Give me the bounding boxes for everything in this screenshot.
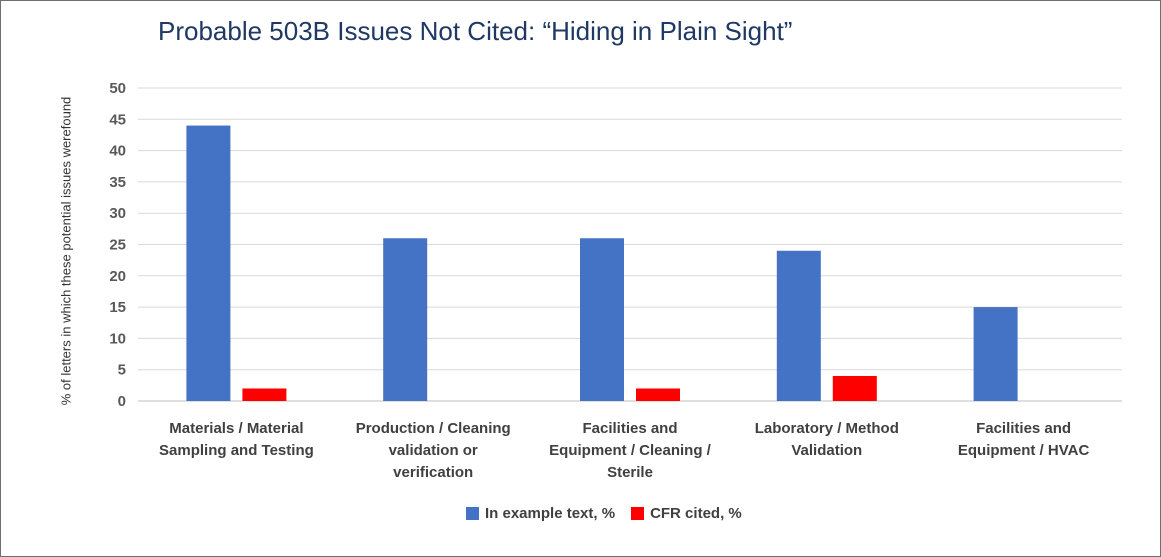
legend-item: In example text, % [466, 505, 615, 522]
legend-swatch [466, 507, 479, 520]
y-tick-label: 15 [109, 299, 126, 316]
y-tick-label: 35 [109, 174, 126, 191]
legend-label: In example text, % [485, 505, 616, 522]
y-tick-label: 0 [118, 393, 126, 410]
chart-title: Probable 503B Issues Not Cited: “Hiding … [158, 16, 793, 46]
legend-items: In example text, % CFR cited, % [466, 505, 758, 522]
y-tick-label: 30 [109, 205, 126, 222]
y-tick-label: 50 [109, 80, 126, 97]
x-category-label: Sampling and Testing [159, 442, 314, 459]
bar-in-example-text [776, 250, 821, 401]
x-category-label: validation or [389, 442, 478, 459]
legend-item: CFR cited, % [631, 505, 742, 522]
y-tick-label: 40 [109, 143, 126, 160]
x-category-label: Equipment / HVAC [958, 442, 1090, 459]
y-tick-label: 25 [109, 237, 126, 254]
x-category-label: Sterile [607, 464, 653, 481]
x-category-label: verification [393, 464, 473, 481]
legend-label: CFR cited, % [650, 505, 742, 522]
x-category-label: Validation [791, 442, 862, 459]
bar-cfr-cited [242, 388, 287, 401]
x-category-label: Facilities and [582, 420, 677, 437]
bar-in-example-text [186, 125, 231, 401]
bar-cfr-cited [636, 388, 680, 401]
bar-in-example-text [580, 238, 624, 401]
y-tick-label: 20 [109, 268, 126, 285]
x-category-label: Production / Cleaning [356, 420, 511, 437]
legend: In example text, % CFR cited, % [0, 505, 1161, 527]
x-category-label: Materials / Material [169, 420, 303, 437]
x-category-label: Laboratory / Method [755, 420, 899, 437]
x-category-label: Equipment / Cleaning / [549, 442, 712, 459]
legend-swatch [631, 507, 645, 520]
y-tick-label: 45 [109, 111, 126, 128]
bar-in-example-text [383, 238, 428, 401]
y-tick-label: 10 [109, 330, 126, 347]
bar-in-example-text [973, 307, 1018, 401]
x-category-label: Facilities and [976, 420, 1071, 437]
bar-cfr-cited [832, 375, 877, 401]
y-tick-label: 5 [118, 362, 126, 379]
